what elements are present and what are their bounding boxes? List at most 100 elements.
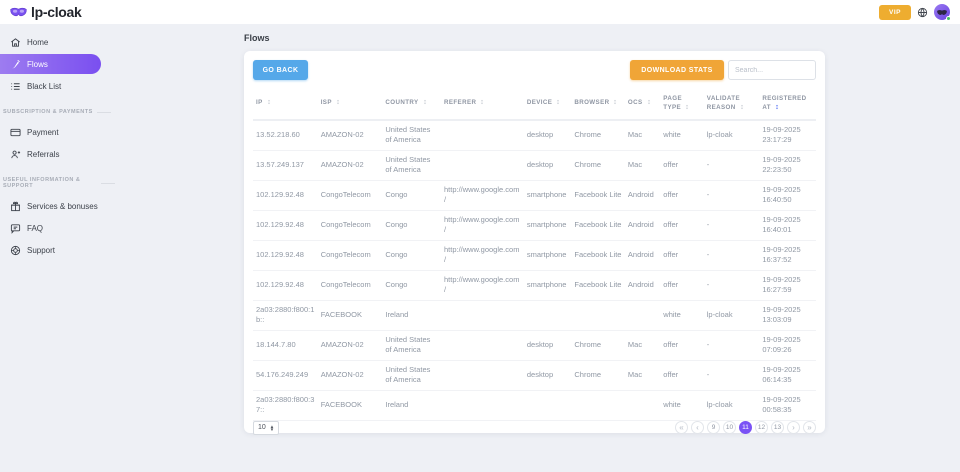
column-header-validate_reason[interactable]: VALIDATE REASON (703, 91, 760, 121)
cell-country: Congo (382, 240, 441, 271)
column-header-isp[interactable]: ISP (317, 91, 383, 121)
cell-ocs: Mac (624, 360, 661, 391)
download-stats-button[interactable]: DOWNLOAD STATS (630, 60, 724, 80)
column-header-ocs[interactable]: OCS (624, 91, 661, 121)
sort-icon[interactable] (684, 104, 690, 110)
column-header-country[interactable]: COUNTRY (382, 91, 441, 121)
cell-page_type: offer (660, 240, 704, 271)
column-header-ip[interactable]: IP (253, 91, 318, 121)
pagination-page-12[interactable]: 12 (755, 421, 768, 435)
home-icon (10, 37, 21, 48)
go-back-button[interactable]: GO BACK (253, 60, 308, 80)
table-row: 102.129.92.48 CongoTelecom Congo http://www… (253, 210, 816, 241)
sort-icon[interactable] (774, 104, 780, 110)
cell-page_type: white (660, 390, 704, 421)
language-globe-icon[interactable] (917, 7, 928, 18)
sidebar-item-payment[interactable]: Payment (0, 122, 115, 142)
table-row: 102.129.92.48 CongoTelecom Congo http://www… (253, 240, 816, 271)
table-footer: 10 ▲ ▼ «‹ 9 10 11 12 13 ›» (253, 420, 816, 435)
search-input[interactable] (728, 60, 816, 80)
cell-ocs: Mac (624, 150, 661, 181)
sort-icon[interactable] (739, 104, 745, 110)
pagination-first-button[interactable]: « (675, 421, 688, 435)
pagination-page-11[interactable]: 11 (739, 421, 752, 435)
column-header-browser[interactable]: BROWSER (571, 91, 625, 121)
cell-device: desktop (523, 119, 572, 151)
registered-date: 19-09-2025 (762, 304, 801, 314)
cell-country: United States of America (382, 150, 441, 181)
sidebar-item-label: Support (27, 245, 56, 255)
page-size-select[interactable]: 10 ▲ ▼ (253, 420, 280, 435)
registered-date: 19-09-2025 (762, 124, 801, 134)
pagination-page-13[interactable]: 13 (771, 421, 784, 435)
pagination-page-10[interactable]: 10 (723, 421, 736, 435)
cell-device: desktop (523, 360, 572, 391)
registered-date: 19-09-2025 (762, 334, 801, 344)
sidebar-item-support[interactable]: Support (0, 240, 115, 260)
pagination-next-button[interactable]: › (787, 421, 800, 435)
sidebar-item-label: Referrals (27, 149, 60, 159)
column-header-page_type[interactable]: PAGE TYPE (660, 91, 704, 121)
registered-date: 19-09-2025 (762, 214, 801, 224)
cell-ip: 18.144.7.80 (253, 330, 318, 361)
cell-registered-at: 19-09-2025 23:17:29 (759, 119, 816, 151)
sort-icon[interactable] (612, 99, 618, 105)
flows-card: GO BACK DOWNLOAD STATS IP ISP COUNTRY REFER… (244, 51, 825, 435)
column-label: PAGE TYPE (663, 95, 682, 111)
table-row: 54.176.249.249 AMAZON-02 United States of … (253, 360, 816, 391)
page-title: Flows (244, 33, 270, 43)
cell-isp: FACEBOOK (317, 390, 383, 421)
cell-ip: 102.129.92.48 (253, 270, 318, 301)
cell-country: Ireland (382, 300, 441, 331)
sidebar-item-label: Black List (27, 81, 62, 91)
cell-ocs (624, 300, 661, 331)
cell-ocs (624, 390, 661, 421)
app-logo[interactable]: lp-cloak (10, 4, 82, 20)
cell-browser: Facebook Lite (571, 270, 625, 301)
sidebar-item-home[interactable]: Home (0, 32, 115, 52)
registered-time: 16:27:59 (762, 285, 792, 295)
vip-button[interactable]: VIP (879, 4, 911, 20)
cell-referer: http://www.google.com/ (440, 270, 524, 301)
page-size-spinner-icon: ▲ ▼ (269, 423, 275, 432)
sidebar-item-referrals[interactable]: Referrals (0, 144, 115, 164)
sidebar-item-flows[interactable]: Flows (0, 54, 101, 74)
pagination: «‹ 9 10 11 12 13 ›» (675, 421, 816, 435)
sidebar-section-title: Useful information & support (3, 177, 115, 189)
cell-isp: CongoTelecom (317, 240, 383, 271)
column-header-registered_at[interactable]: REGISTERED AT (759, 91, 816, 121)
cell-isp: AMAZON-02 (317, 119, 383, 151)
cell-device: smartphone (523, 210, 572, 241)
cell-country: Ireland (382, 390, 441, 421)
sidebar-item-label: Home (27, 37, 49, 47)
cell-registered-at: 19-09-2025 16:27:59 (759, 270, 816, 301)
pagination-page-9[interactable]: 9 (707, 421, 720, 435)
registered-time: 13:03:09 (762, 315, 792, 325)
sort-icon[interactable] (555, 99, 561, 105)
column-label: OCS (627, 99, 643, 107)
sidebar-item-black-list[interactable]: Black List (0, 76, 115, 96)
cell-device: smartphone (523, 180, 572, 211)
cell-referer: http://www.google.com/ (440, 210, 524, 241)
sort-icon[interactable] (422, 99, 428, 105)
registered-time: 16:37:52 (762, 255, 792, 265)
cell-isp: CongoTelecom (317, 210, 383, 241)
sort-icon[interactable] (646, 99, 652, 105)
cell-validate_reason: - (703, 210, 760, 241)
sort-icon[interactable] (479, 99, 485, 105)
column-header-device[interactable]: DEVICE (523, 91, 572, 121)
user-avatar[interactable] (934, 4, 951, 21)
cell-validate_reason: - (703, 180, 760, 211)
sidebar-item-services-bonuses[interactable]: Services & bonuses (0, 196, 115, 216)
pagination-last-button[interactable]: » (803, 421, 816, 435)
cell-ip: 102.129.92.48 (253, 180, 318, 211)
sidebar-item-faq[interactable]: FAQ (0, 218, 115, 238)
sort-icon[interactable] (266, 99, 272, 105)
cell-registered-at: 19-09-2025 07:09:26 (759, 330, 816, 361)
cell-validate_reason: - (703, 330, 760, 361)
pagination-prev-button[interactable]: ‹ (691, 421, 704, 435)
sort-icon[interactable] (335, 99, 341, 105)
toolbar: GO BACK DOWNLOAD STATS (253, 60, 816, 80)
column-header-referer[interactable]: REFERER (440, 91, 524, 121)
cell-device: smartphone (523, 270, 572, 301)
